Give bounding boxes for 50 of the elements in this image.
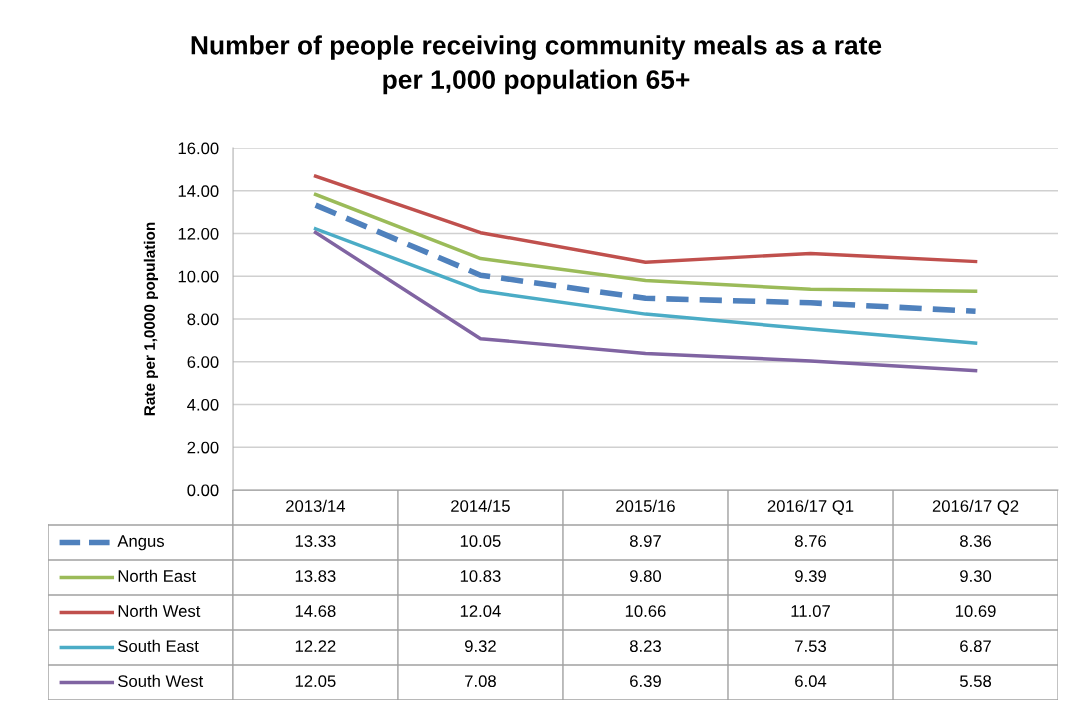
data-label: 9.39	[795, 570, 826, 582]
data-label: 6.39	[630, 675, 661, 688]
x-tick-label: 2014/15	[451, 499, 510, 512]
data-label: 12.22	[295, 640, 336, 652]
data-label: 12.04	[460, 605, 501, 617]
data-label: 5.58	[959, 675, 992, 688]
legend-label: North West	[118, 604, 201, 617]
data-label: 8.76	[795, 535, 826, 547]
data-label: 10.05	[460, 535, 501, 547]
data-label: 9.32	[464, 640, 496, 653]
data-label: 13.33	[295, 535, 336, 547]
line-series	[313, 230, 978, 373]
y-tick-label: 12.00	[178, 227, 219, 240]
legend-label: Angus	[117, 535, 164, 551]
y-tick-label: 10.00	[178, 270, 219, 283]
data-label: 13.83	[295, 570, 336, 582]
x-tick-label: 2016/17 Q1	[767, 499, 854, 515]
legend-label: South West	[118, 674, 204, 688]
legend-label: South East	[118, 639, 199, 653]
y-tick-label: 6.00	[187, 356, 219, 368]
x-tick-label: 2013/14	[286, 499, 346, 512]
data-label: 10.69	[955, 605, 996, 617]
data-label: 9.30	[960, 570, 992, 582]
data-label: 6.04	[795, 675, 827, 688]
line-series	[313, 174, 978, 264]
y-tick-label: 8.00	[187, 313, 219, 326]
y-tick-label: 16.00	[178, 142, 219, 155]
y-axis-title: Rate per 1,0000 population	[143, 222, 159, 416]
chart-title: Number of people receiving community meals as a rate per 1,000 population 65+	[191, 35, 882, 95]
data-label: 7.53	[795, 640, 826, 653]
data-label: 8.97	[629, 535, 661, 547]
x-tick-label: 2015/16	[616, 499, 675, 512]
line-series	[313, 227, 978, 345]
data-label: 10.83	[460, 570, 501, 582]
line-series	[313, 192, 978, 293]
y-tick-label: 4.00	[187, 398, 219, 411]
legend-label: North East	[118, 569, 196, 582]
data-label: 8.23	[629, 640, 661, 653]
x-tick-label: 2016/17 Q2	[932, 499, 1019, 515]
data-label: 14.68	[295, 605, 336, 617]
data-label: 10.66	[625, 605, 666, 617]
y-tick-label: 0.00	[187, 484, 219, 497]
data-label: 6.87	[960, 640, 991, 653]
data-label: 9.80	[630, 570, 662, 582]
data-label: 11.07	[791, 605, 830, 617]
y-tick-label: 2.00	[187, 441, 219, 454]
y-tick-label: 14.00	[178, 185, 219, 197]
data-label: 7.08	[465, 675, 496, 688]
data-label: 8.36	[960, 535, 992, 547]
data-label: 12.05	[295, 675, 336, 688]
